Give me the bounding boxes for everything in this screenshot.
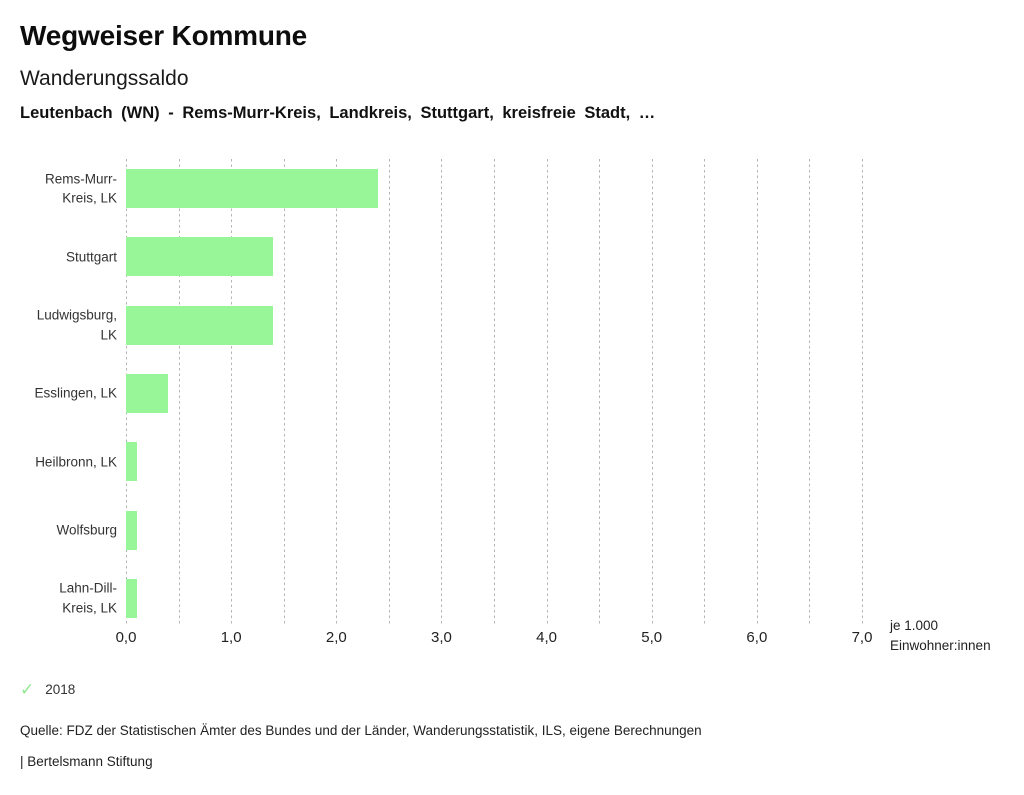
bar-heilbronn-lk (126, 442, 137, 482)
category-label-line: Kreis, LK (62, 600, 117, 616)
gridline (651, 159, 653, 625)
bar-lahn-dill-kreis-lk (126, 578, 137, 618)
x-axis: 0,0 1,0 2,0 3,0 4,0 5,0 6,0 7,0 (116, 629, 873, 649)
gridline (756, 159, 758, 625)
app-title: Wegweiser Kommune (20, 20, 308, 51)
gridline (546, 159, 548, 625)
legend-year-label: 2018 (45, 682, 76, 697)
category-label-wolfsburg: Wolfsburg (0, 520, 117, 540)
x-tick-label: 6,0 (746, 629, 768, 646)
chart-subtitle: Leutenbach (WN) - Rems-Murr-Kreis, Landk… (20, 104, 656, 122)
legend-item-2018[interactable]: ✓ 2018 (20, 681, 75, 698)
bar-wolfsburg (126, 510, 137, 550)
category-label-rems-murr-kreis-lk: Rems-Murr- Kreis, LK (0, 169, 117, 208)
category-label-line: LK (100, 327, 117, 343)
axis-unit-line-1: je 1.000 (890, 618, 939, 633)
gridline (809, 159, 811, 625)
category-label-heilbronn-lk: Heilbronn, LK (0, 452, 117, 472)
x-tick-label: 1,0 (220, 629, 242, 646)
gridline (862, 159, 863, 625)
bar-rems-murr-kreis-lk (126, 169, 379, 208)
category-label-ludwigsburg-lk: Ludwigsburg, LK (0, 306, 117, 345)
gridline (388, 159, 390, 625)
brand-note: | Bertelsmann Stiftung (20, 754, 153, 769)
category-label-line: Esslingen, LK (34, 385, 117, 401)
category-label-line: Wolfsburg (56, 522, 117, 538)
category-label-line: Heilbronn, LK (35, 453, 117, 469)
bar-esslingen-lk (126, 373, 169, 413)
gridline (178, 159, 180, 625)
category-labels: Rems-Murr- Kreis, LK Stuttgart Ludwigsburg,… (0, 159, 117, 625)
gridline (231, 159, 233, 625)
chart-title: Wanderungssaldo (20, 67, 189, 90)
gridline (494, 159, 495, 625)
category-label-lahn-dill-kreis-lk: Lahn-Dill- Kreis, LK (0, 579, 117, 618)
category-label-line: Rems-Murr- (45, 171, 117, 186)
category-label-stuttgart: Stuttgart (0, 247, 117, 267)
x-tick-label: 2,0 (325, 629, 347, 646)
category-label-esslingen-lk: Esslingen, LK (0, 384, 117, 404)
category-label-line: Kreis, LK (62, 190, 117, 206)
gridline (336, 159, 338, 625)
plot-area (126, 159, 866, 625)
x-tick-label: 0,0 (115, 629, 137, 646)
x-tick-label: 3,0 (430, 629, 452, 646)
gridline (441, 159, 443, 625)
category-label-line: Stuttgart (65, 249, 117, 265)
bar-ludwigsburg-lk (126, 305, 274, 345)
source-note: Quelle: FDZ der Statistischen Ämter des … (20, 723, 702, 738)
gridline (599, 159, 601, 625)
x-tick-label: 7,0 (851, 629, 873, 646)
axis-unit-label: je 1.000 Einwohner:innen (890, 616, 991, 656)
bar-stuttgart (126, 237, 274, 277)
check-icon: ✓ (20, 680, 35, 699)
x-tick-label: 5,0 (641, 629, 663, 646)
axis-unit-line-2: Einwohner:innen (890, 638, 991, 653)
gridline (704, 159, 706, 625)
category-label-line: Lahn-Dill- (59, 580, 117, 596)
gridline (283, 159, 285, 625)
category-label-line: Ludwigsburg, (36, 307, 117, 323)
x-tick-label: 4,0 (536, 629, 557, 646)
